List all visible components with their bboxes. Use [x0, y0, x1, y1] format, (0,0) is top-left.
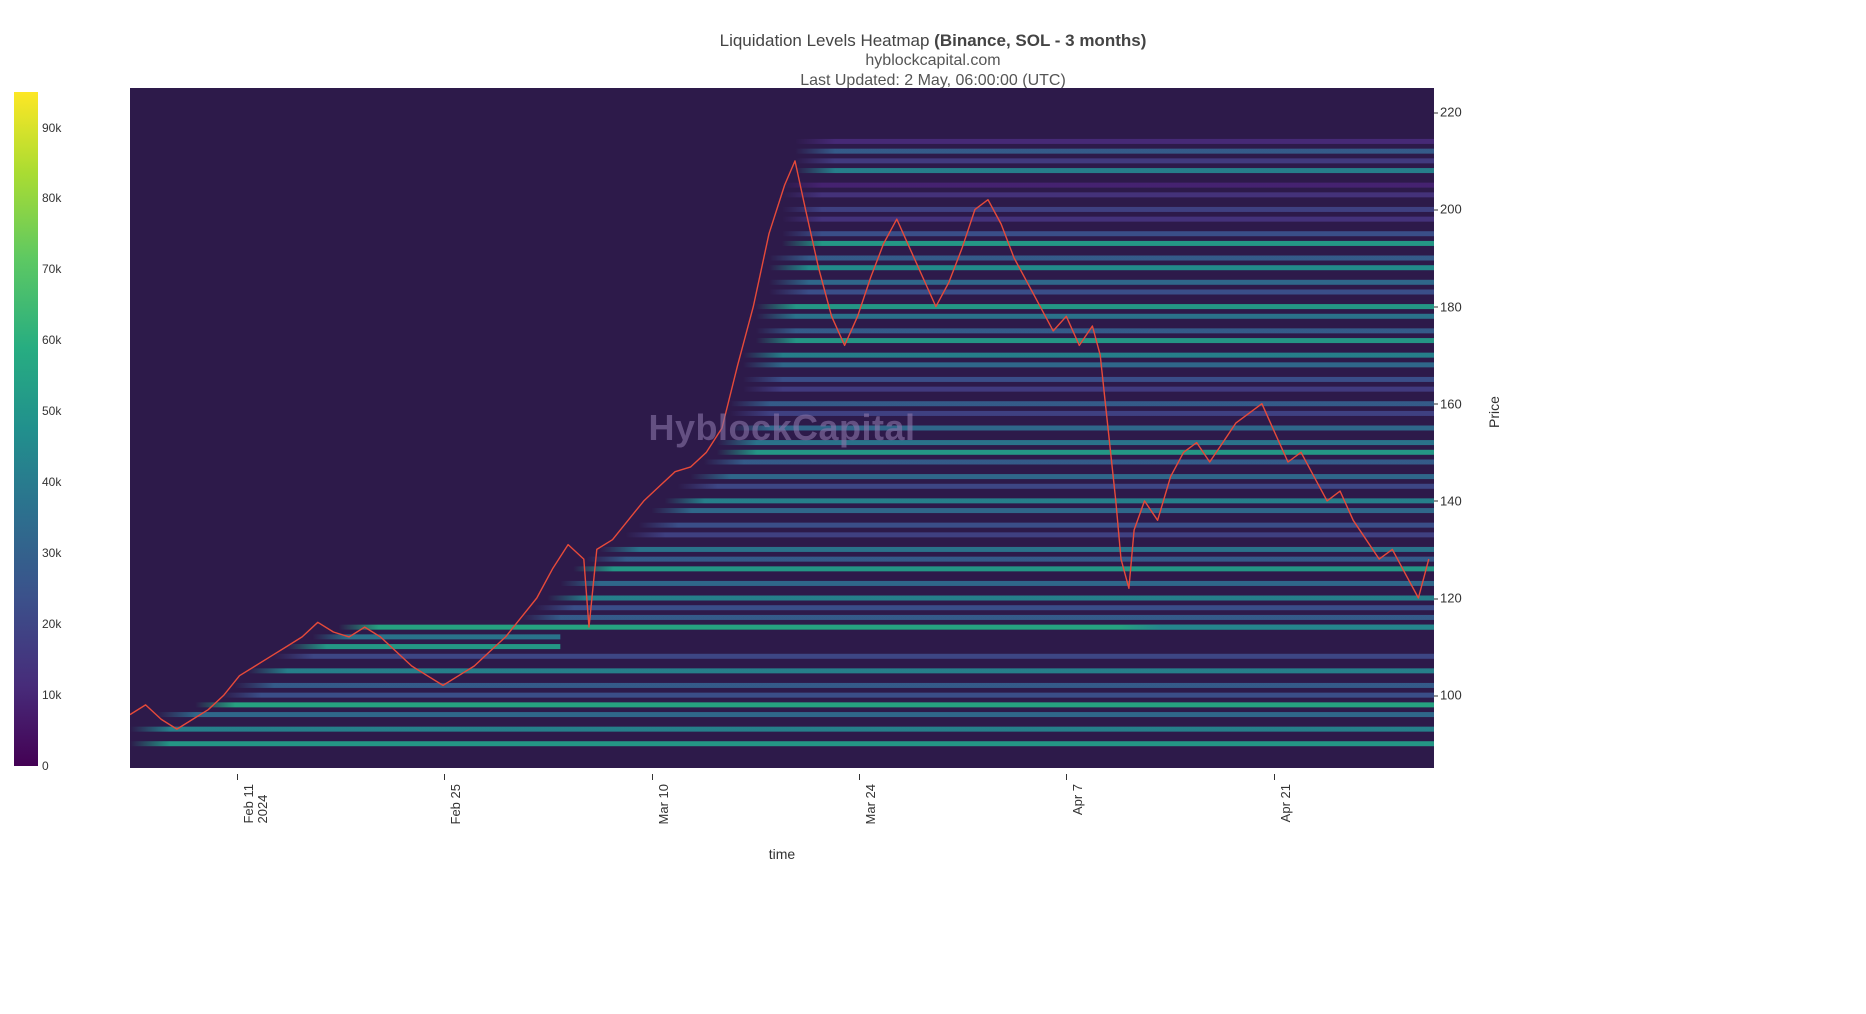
y-tick: 160 [1440, 396, 1462, 411]
colorbar-tick: 30k [42, 546, 61, 560]
chart-title-line: Liquidation Levels Heatmap (Binance, SOL… [0, 30, 1866, 51]
colorbar-tick: 60k [42, 333, 61, 347]
heatmap-plot: HyblockCapital [130, 88, 1434, 768]
colorbar-tick: 50k [42, 404, 61, 418]
x-tick [1274, 774, 1275, 780]
colorbar-tick: 40k [42, 475, 61, 489]
heatmap-band [130, 741, 1434, 746]
heatmap-band [756, 328, 1434, 333]
heatmap-band [234, 683, 1434, 688]
heatmap-band [691, 474, 1434, 479]
heatmap-band [195, 702, 1434, 707]
y-tick: 120 [1440, 591, 1462, 606]
heatmap-band [286, 644, 560, 649]
y-axis-label: Price [1486, 396, 1502, 428]
heatmap-band [573, 566, 1434, 571]
heatmap-band [782, 241, 1434, 246]
x-axis: time Feb 11 2024 Feb 25 Mar 10 Mar 24 Apr 7 A… [130, 774, 1434, 874]
heatmap-band [639, 523, 1434, 528]
heatmap-band [743, 353, 1434, 358]
y-axis: 100 120 140 160 180 200 220 [1438, 88, 1488, 768]
colorbar-tick: 10k [42, 688, 61, 702]
heatmap-band [795, 168, 1434, 173]
x-tick [444, 774, 445, 780]
heatmap-band [626, 532, 1434, 537]
heatmap-band [756, 338, 1434, 343]
chart-subtitle: hyblockcapital.com [0, 51, 1866, 71]
x-axis-label: time [769, 846, 795, 862]
page-root: Liquidation Levels Heatmap (Binance, SOL… [0, 0, 1866, 1014]
heatmap-band [273, 654, 1434, 659]
chart-title-main: Liquidation Levels Heatmap [720, 31, 935, 50]
x-tick [1066, 774, 1067, 780]
y-tick: 140 [1440, 493, 1462, 508]
heatmap-band [156, 712, 1434, 717]
heatmap-band [782, 207, 1434, 212]
heatmap-band [130, 727, 1434, 732]
heatmap-band [586, 557, 1434, 562]
chart-title-block: Liquidation Levels Heatmap (Binance, SOL… [0, 30, 1866, 91]
heatmap-band [652, 508, 1434, 513]
heatmap-band [782, 231, 1434, 236]
heatmap-band [769, 256, 1434, 261]
heatmap-band [534, 605, 1434, 610]
heatmap-band [782, 183, 1434, 188]
heatmap-band [247, 668, 1434, 673]
heatmap-band [521, 615, 1434, 620]
heatmap-band [743, 377, 1434, 382]
colorbar [14, 92, 38, 766]
heatmap-band [730, 401, 1434, 406]
colorbar-tick: 20k [42, 617, 61, 631]
x-tick-label: Feb 11 2024 [242, 784, 271, 824]
x-tick-label: Feb 25 [449, 784, 463, 824]
heatmap-band [795, 149, 1434, 154]
heatmap-band [730, 426, 1434, 431]
heatmap-band [1121, 625, 1434, 630]
heatmap-band [221, 693, 1434, 698]
heatmap-band [717, 440, 1434, 445]
chart-title-bold: (Binance, SOL - 3 months) [934, 31, 1146, 50]
colorbar-ticks: 010k20k30k40k50k60k70k80k90k [40, 92, 80, 766]
heatmap-band [560, 581, 1434, 586]
y-tick: 200 [1440, 202, 1462, 217]
heatmap-band [769, 290, 1434, 295]
x-tick-label: Mar 24 [864, 784, 878, 824]
heatmap-band [730, 411, 1434, 416]
plot-area: HyblockCapital [130, 88, 1434, 768]
colorbar-tick: 0 [42, 759, 49, 773]
heatmap-band [665, 498, 1434, 503]
y-tick: 180 [1440, 299, 1462, 314]
heatmap-band [547, 596, 1434, 601]
plot-svg [130, 88, 1434, 768]
heatmap-band [717, 450, 1434, 455]
heatmap-band [743, 387, 1434, 392]
colorbar-tick: 90k [42, 121, 61, 135]
colorbar-tick: 80k [42, 191, 61, 205]
heatmap-band [795, 158, 1434, 163]
colorbar-tick: 70k [42, 262, 61, 276]
heatmap-band [769, 265, 1434, 270]
heatmap-band [743, 362, 1434, 367]
heatmap-band [704, 460, 1434, 465]
y-tick: 220 [1440, 105, 1462, 120]
x-tick [237, 774, 238, 780]
heatmap-band [599, 547, 1434, 552]
x-tick [652, 774, 653, 780]
heatmap-band [795, 139, 1434, 144]
y-tick: 100 [1440, 688, 1462, 703]
heatmap-band [782, 217, 1434, 222]
heatmap-band [756, 304, 1434, 309]
x-tick-label: Apr 21 [1279, 784, 1293, 822]
x-tick-label: Mar 10 [657, 784, 671, 824]
x-tick-label: Apr 7 [1071, 784, 1085, 815]
heatmap-band [782, 192, 1434, 197]
x-tick [859, 774, 860, 780]
